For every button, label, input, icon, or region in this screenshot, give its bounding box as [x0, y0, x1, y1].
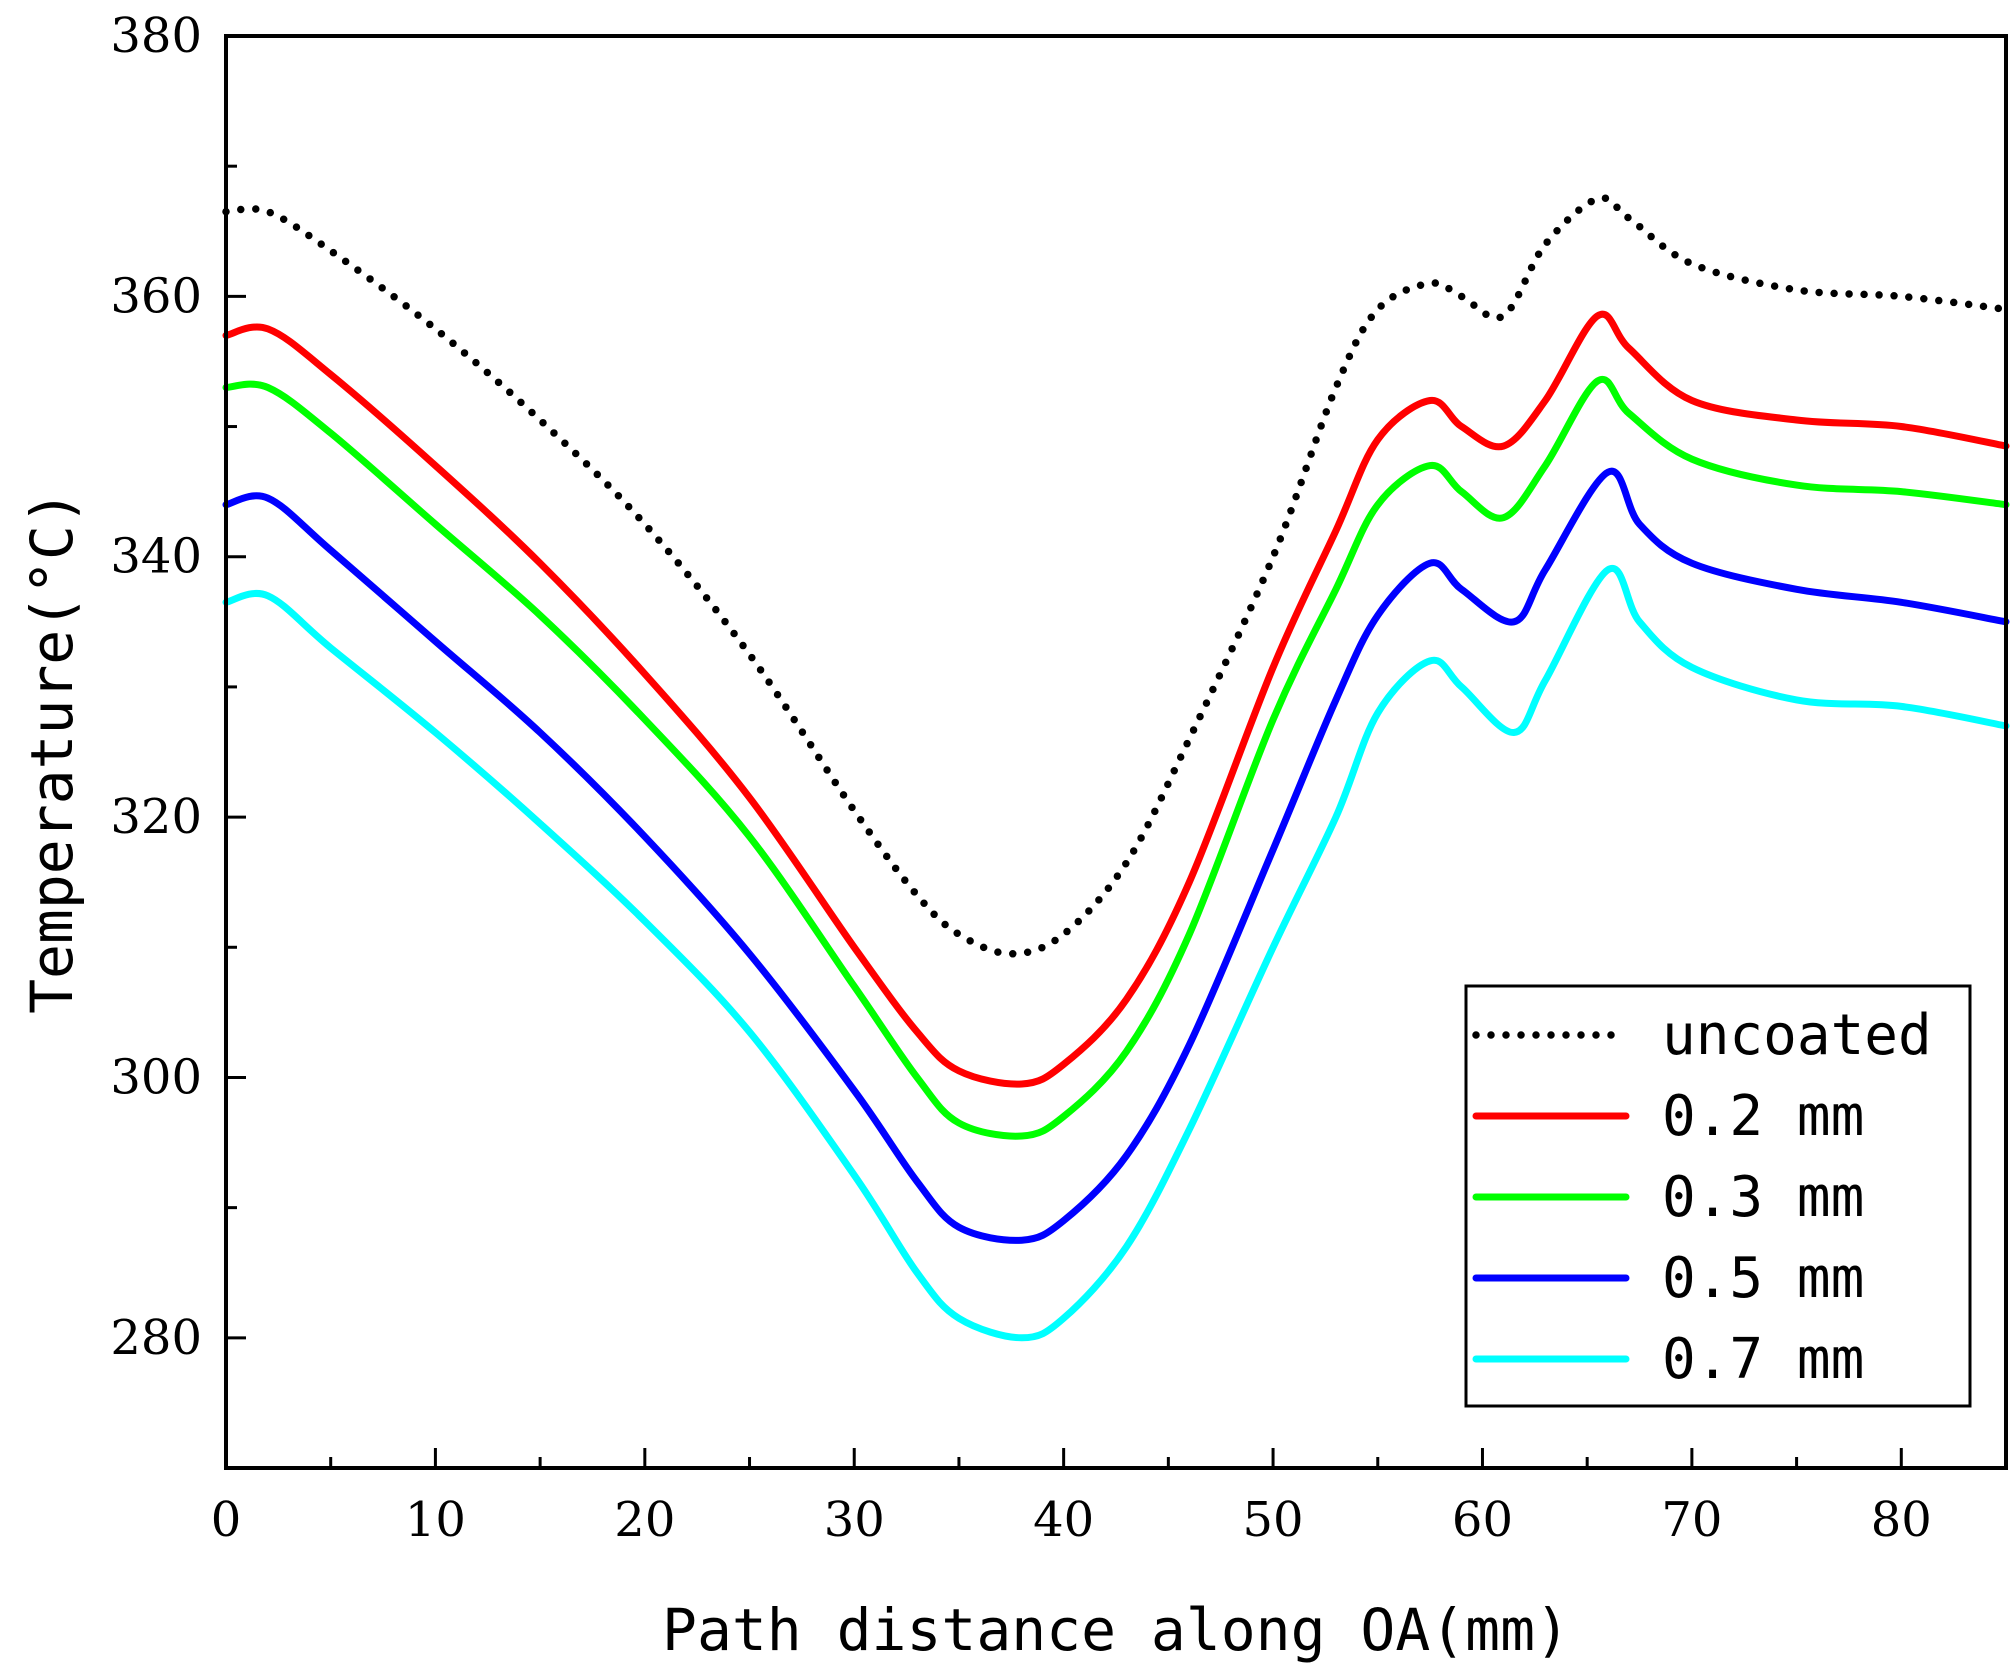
series-line-1	[222, 194, 2010, 958]
legend-label-2: 0.2 mm	[1662, 1084, 1864, 1149]
x-tick-label: 50	[1243, 1492, 1304, 1548]
x-tick-label: 10	[405, 1492, 466, 1548]
x-tick-label: 70	[1661, 1492, 1722, 1548]
legend-label-3: 0.3 mm	[1662, 1165, 1864, 1230]
y-tick-label: 320	[110, 789, 202, 845]
y-tick-label: 300	[110, 1049, 202, 1105]
legend-label-4: 0.5 mm	[1662, 1246, 1864, 1311]
y-axis-title: Temperature(°C)	[18, 490, 86, 1014]
y-tick-label: 380	[110, 8, 202, 64]
legend-label-5: 0.7 mm	[1662, 1327, 1864, 1392]
plot-frame	[224, 34, 2008, 1470]
series-line-3	[222, 375, 2010, 1140]
x-tick-label: 0	[211, 1492, 242, 1548]
x-tick-label: 80	[1871, 1492, 1932, 1548]
legend-label-1: uncoated	[1662, 1003, 1932, 1068]
x-axis-title: Path distance along OA(mm)	[662, 1596, 1570, 1664]
y-tick-label: 340	[110, 529, 202, 585]
x-tick-label: 20	[614, 1492, 675, 1548]
y-axis: 280 300 320 340 360 380	[110, 8, 246, 1470]
legend: uncoated 0.2 mm 0.3 mm 0.5 mm 0.7 mm	[1464, 984, 1972, 1408]
x-tick-label: 40	[1033, 1492, 1094, 1548]
plot-lines	[222, 194, 2010, 1342]
series-line-5	[222, 564, 2010, 1342]
y-tick-label: 360	[110, 268, 202, 324]
series-line-4	[222, 467, 2010, 1244]
y-tick-label: 280	[110, 1310, 202, 1366]
x-tick-label: 60	[1452, 1492, 1513, 1548]
x-tick-label: 30	[824, 1492, 885, 1548]
series-line-2	[222, 310, 2010, 1088]
x-axis: 0 10 20 30 40 50 60 70 80	[211, 1448, 2008, 1548]
